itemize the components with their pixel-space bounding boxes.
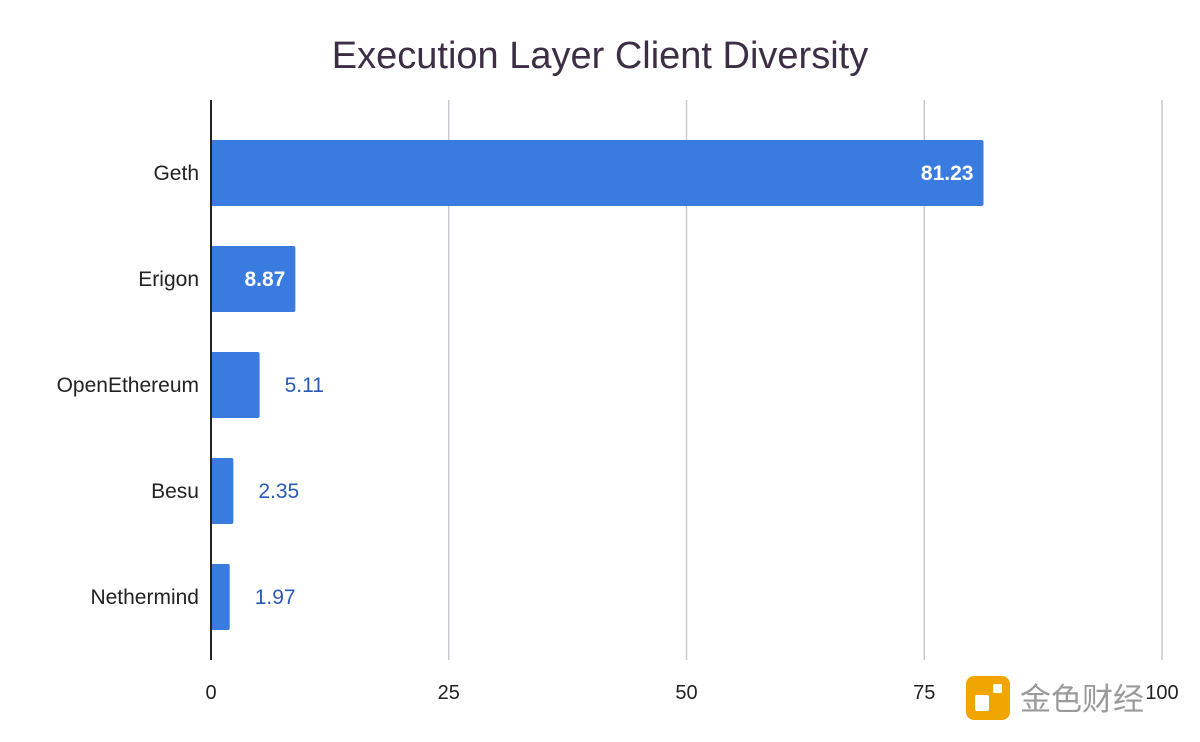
x-tick-label: 75 <box>913 682 935 704</box>
data-label: 8.87 <box>244 268 285 291</box>
value-labels: 81.23 8.87 5.11 2.35 1.97 <box>244 162 973 609</box>
category-label: Geth <box>153 162 199 185</box>
x-tick-label: 0 <box>205 682 216 704</box>
category-label: Erigon <box>138 268 199 291</box>
data-label: 81.23 <box>921 162 974 185</box>
category-label: Nethermind <box>90 586 199 609</box>
category-labels: Geth Erigon OpenEthereum Besu Nethermind <box>57 162 199 609</box>
bar <box>211 564 230 630</box>
bar <box>211 246 296 312</box>
category-label: OpenEthereum <box>57 374 199 397</box>
x-tick-label: 50 <box>675 682 697 704</box>
x-axis-tick-labels: 0 25 50 75 100 <box>205 682 1178 704</box>
bars <box>211 140 984 630</box>
bar <box>211 140 984 206</box>
x-tick-label: 100 <box>1145 682 1178 704</box>
watermark-text: 金色财经 <box>1020 682 1144 718</box>
bar <box>211 458 234 524</box>
watermark: 金色财经 <box>966 676 1144 720</box>
jinse-logo-icon <box>966 676 1010 720</box>
data-label: 1.97 <box>255 586 296 609</box>
data-label: 2.35 <box>258 480 299 503</box>
chart-title: Execution Layer Client Diversity <box>332 35 868 77</box>
data-label: 5.11 <box>285 374 324 397</box>
bar <box>211 352 260 418</box>
x-tick-label: 25 <box>438 682 460 704</box>
category-label: Besu <box>151 480 199 503</box>
